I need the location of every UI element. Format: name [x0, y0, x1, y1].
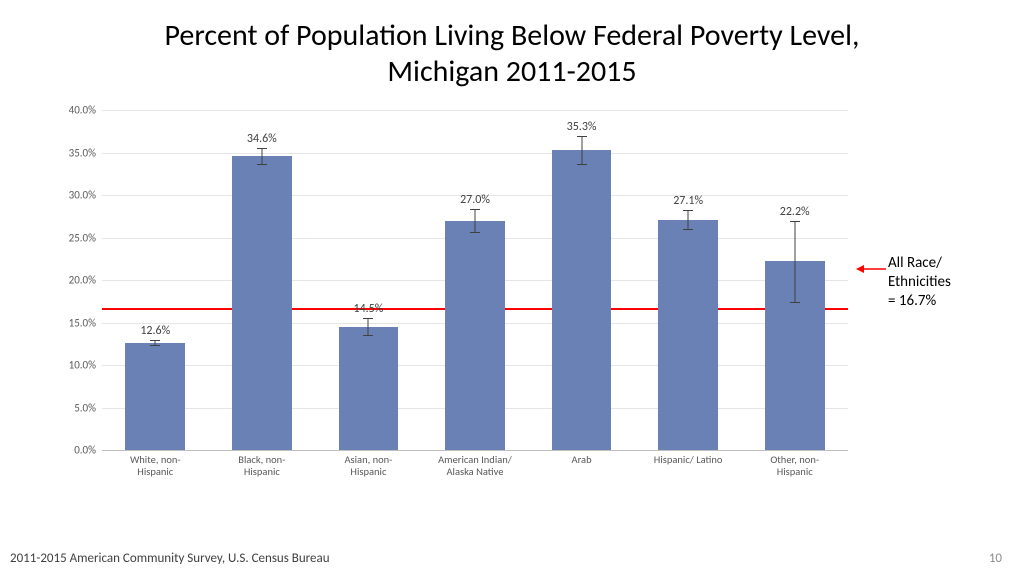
annot-line-3: = 16.7% — [888, 292, 936, 310]
error-bar-cap — [363, 318, 373, 319]
error-bar-cap — [577, 136, 587, 137]
error-bar — [581, 136, 582, 163]
reference-annotation: All Race/ Ethnicities = 16.7% — [888, 254, 951, 310]
title-line-2: Michigan 2011-2015 — [387, 53, 636, 90]
bar-value-label: 12.6% — [115, 324, 195, 338]
y-tick-label: 15.0% — [46, 316, 96, 329]
bar — [339, 327, 399, 450]
error-bar-cap — [683, 210, 693, 211]
error-bar — [475, 209, 476, 231]
grid-line — [102, 153, 848, 154]
chart-title: Percent of Population Living Below Feder… — [0, 18, 1024, 90]
title-line-1: Percent of Population Living Below Feder… — [165, 17, 860, 54]
error-bar-cap — [470, 209, 480, 210]
bar — [445, 221, 505, 451]
bar-value-label: 22.2% — [755, 204, 835, 218]
y-tick-label: 5.0% — [46, 401, 96, 414]
bar — [232, 156, 292, 450]
error-bar — [794, 221, 795, 303]
error-bar-cap — [150, 345, 160, 346]
error-bar-cap — [257, 164, 267, 165]
y-tick-label: 20.0% — [46, 274, 96, 287]
x-tick-label: Hispanic/ Latino — [635, 454, 742, 466]
x-tick-label: Arab — [528, 454, 635, 466]
plot-area: 12.6% 34.6% 14.5% 27.0% 35.3% 27.1% 22.2% — [102, 110, 848, 450]
error-bar-cap — [470, 232, 480, 233]
x-tick-label: Black, non-Hispanic — [209, 454, 316, 478]
x-tick-label: White, non-Hispanic — [102, 454, 209, 478]
error-bar-cap — [577, 164, 587, 165]
bar-value-label: 14.5% — [328, 302, 408, 316]
page-number: 10 — [989, 551, 1002, 566]
y-tick-label: 40.0% — [46, 104, 96, 117]
annot-line-1: All Race/ — [888, 254, 942, 272]
bar-value-label: 27.1% — [648, 194, 728, 208]
slide: Percent of Population Living Below Feder… — [0, 0, 1024, 576]
y-tick-label: 35.0% — [46, 146, 96, 159]
footer-source: 2011-2015 American Community Survey, U.S… — [10, 551, 330, 566]
error-bar-cap — [150, 340, 160, 341]
x-tick-label: Asian, non-Hispanic — [315, 454, 422, 478]
x-tick-label: Other, non-Hispanic — [741, 454, 848, 478]
bar — [552, 150, 612, 450]
error-bar-cap — [790, 221, 800, 222]
x-axis-line — [102, 450, 848, 451]
bar-value-label: 34.6% — [222, 132, 302, 146]
error-bar — [261, 148, 262, 163]
reference-arrow-icon — [856, 260, 886, 279]
error-bar-cap — [257, 148, 267, 149]
annot-line-2: Ethnicities — [888, 273, 951, 291]
x-tick-label: American Indian/Alaska Native — [422, 454, 529, 478]
error-bar-cap — [790, 302, 800, 303]
error-bar-cap — [363, 335, 373, 336]
bar — [658, 220, 718, 450]
bar-value-label: 35.3% — [542, 120, 622, 134]
grid-line — [102, 110, 848, 111]
error-bar — [368, 318, 369, 335]
y-tick-label: 25.0% — [46, 231, 96, 244]
bar-value-label: 27.0% — [435, 193, 515, 207]
bar — [125, 343, 185, 450]
y-tick-label: 30.0% — [46, 189, 96, 202]
bar-chart: 12.6% 34.6% 14.5% 27.0% 35.3% 27.1% 22.2% 0.0%… — [48, 110, 848, 490]
y-tick-label: 0.0% — [46, 444, 96, 457]
error-bar — [688, 210, 689, 229]
error-bar-cap — [683, 229, 693, 230]
y-tick-label: 10.0% — [46, 359, 96, 372]
